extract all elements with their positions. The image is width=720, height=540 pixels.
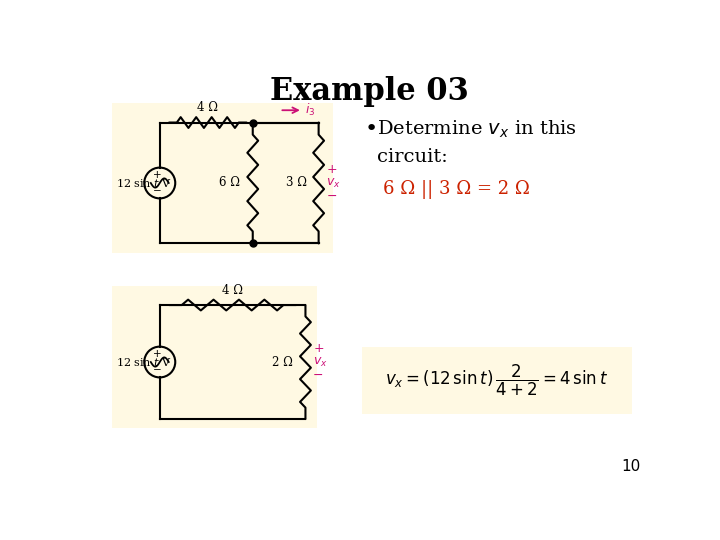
Text: $v_x$: $v_x$ [326,177,341,190]
Text: −: − [313,369,324,382]
FancyBboxPatch shape [362,347,631,414]
Text: •: • [365,119,379,139]
Text: +: + [153,170,162,180]
Text: $v_x$: $v_x$ [313,355,328,369]
Text: $v_x = (12\,\sin t)\,\dfrac{2}{4+2} = 4\,\sin t$: $v_x = (12\,\sin t)\,\dfrac{2}{4+2} = 4\… [385,363,608,398]
Text: 4 Ω: 4 Ω [222,284,243,296]
Text: $i_3$: $i_3$ [305,102,315,118]
Text: Determine $v_x$ in this
circuit:: Determine $v_x$ in this circuit: [377,119,577,166]
Text: −: − [153,365,162,375]
Text: 10: 10 [621,460,640,475]
Text: 6 Ω: 6 Ω [220,177,240,190]
Text: 3 Ω: 3 Ω [286,177,307,190]
Text: 12 sin $t$ V: 12 sin $t$ V [116,177,171,189]
Text: −: − [326,191,337,204]
Text: 12 sin $t$ V: 12 sin $t$ V [116,356,171,368]
Text: +: + [326,163,337,176]
Text: 2 Ω: 2 Ω [272,355,293,368]
Text: +: + [313,342,324,355]
Text: −: − [153,186,162,196]
Text: Example 03: Example 03 [269,76,469,107]
Text: +: + [153,349,162,359]
FancyBboxPatch shape [112,103,333,253]
Text: 6 Ω || 3 Ω = 2 Ω: 6 Ω || 3 Ω = 2 Ω [383,180,530,199]
Text: 4 Ω: 4 Ω [197,101,218,114]
FancyBboxPatch shape [112,286,317,428]
